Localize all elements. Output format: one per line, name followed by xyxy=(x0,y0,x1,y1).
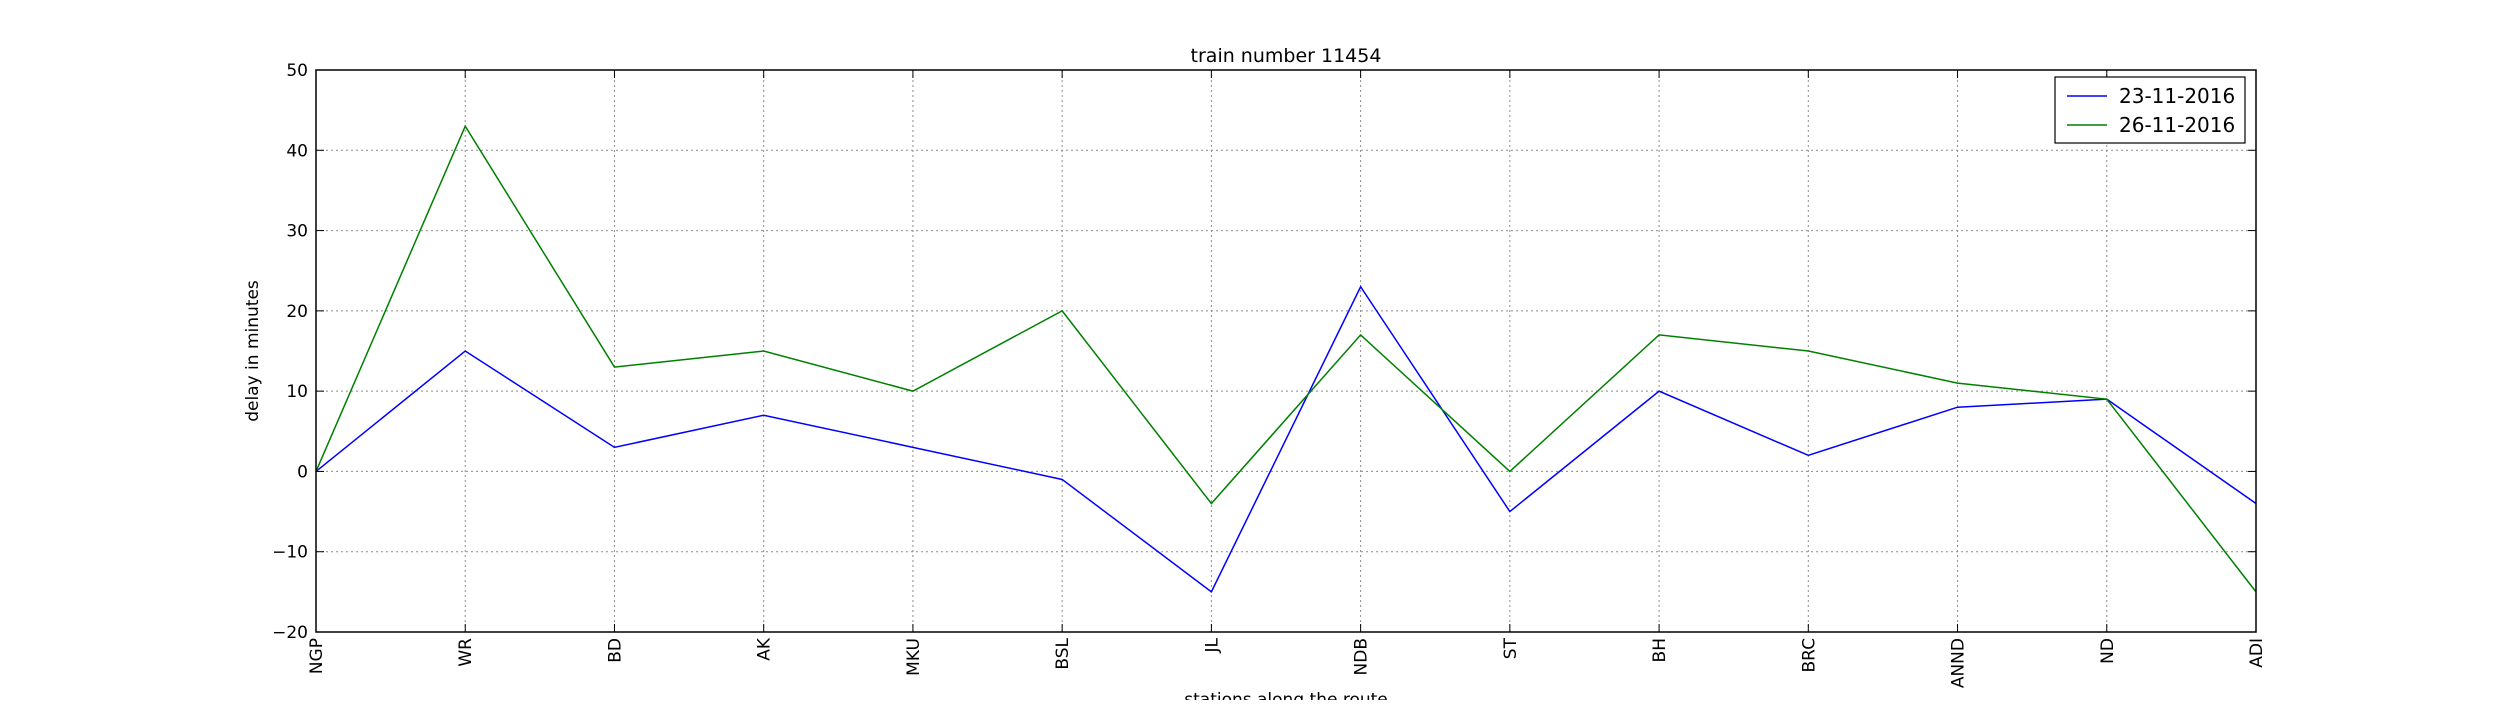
x-tick-label: BRC xyxy=(1799,638,1819,673)
y-tick-label: 0 xyxy=(297,462,308,482)
series-line-1 xyxy=(315,285,2257,594)
x-tick-label: MKU xyxy=(904,638,924,676)
legend: 23-11-2016 26-11-2016 xyxy=(2054,76,2246,144)
y-tick-label: 40 xyxy=(286,141,308,161)
x-tick-label: BD xyxy=(605,638,625,663)
y-axis-label: delay in minutes xyxy=(243,280,263,422)
y-tick-label: 20 xyxy=(286,302,308,322)
x-tick-label: NGP xyxy=(307,638,327,674)
x-tick-label: ADI xyxy=(2247,638,2267,668)
series-line-2 xyxy=(315,124,2257,593)
x-tick-label: JL xyxy=(1202,637,1222,653)
x-tick-label: BSL xyxy=(1053,637,1073,669)
y-tick-label: 50 xyxy=(286,61,308,81)
x-tick-label: ANND xyxy=(1949,638,1969,688)
y-tick-label: 30 xyxy=(286,222,308,242)
y-tick-label: −10 xyxy=(272,543,308,563)
y-tick-label: 10 xyxy=(286,382,308,402)
series-layer xyxy=(315,124,2257,594)
legend-box xyxy=(2054,76,2246,144)
plot-frame xyxy=(315,69,2257,633)
x-tick-label: ST xyxy=(1501,637,1521,659)
x-tick-label: BH xyxy=(1650,638,1670,662)
x-tick-label: WR xyxy=(456,638,476,667)
x-tick-label: AK xyxy=(755,637,775,661)
legend-label-series-1: 23-11-2016 xyxy=(2119,84,2235,108)
x-tick-label: NDB xyxy=(1352,638,1372,675)
tick-layer: −20 −10 0 10 20 30 40 50 NGP WR BD AK MKU BSL JL NDB ST B… xyxy=(272,61,2267,688)
x-tick-label: ND xyxy=(2098,638,2118,664)
chart-title: train number 11454 xyxy=(1191,45,1382,67)
y-tick-label: −20 xyxy=(272,623,308,643)
x-axis-label: stations along the route xyxy=(1184,690,1388,700)
legend-label-series-2: 26-11-2016 xyxy=(2119,113,2235,137)
